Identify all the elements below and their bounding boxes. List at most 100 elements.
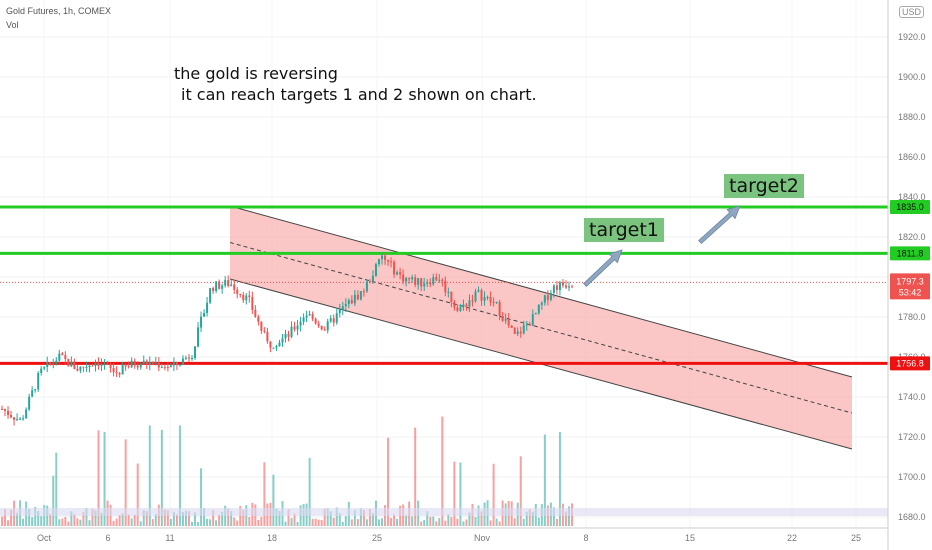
candle-body bbox=[567, 286, 570, 288]
candle-body bbox=[429, 282, 432, 285]
volume-bar bbox=[227, 508, 230, 526]
volume-bar bbox=[172, 512, 175, 526]
volume-bar bbox=[558, 431, 561, 526]
candle-body bbox=[227, 280, 230, 286]
candle-body bbox=[4, 409, 7, 411]
price-candles bbox=[1, 253, 573, 426]
candle-body bbox=[284, 333, 287, 339]
target1-label[interactable]: target1 bbox=[584, 218, 664, 242]
volume-bar bbox=[248, 516, 251, 526]
currency-badge[interactable]: USD bbox=[899, 6, 925, 18]
candle-body bbox=[133, 360, 136, 366]
volume-bar bbox=[420, 521, 423, 526]
volume-bar bbox=[236, 520, 239, 526]
volume-bar bbox=[356, 519, 359, 526]
candle-body bbox=[49, 362, 52, 364]
candle-body bbox=[522, 325, 525, 334]
candle-body bbox=[353, 294, 356, 304]
volume-bar bbox=[127, 514, 130, 526]
volume-bar bbox=[359, 508, 362, 526]
volume-bar bbox=[260, 516, 263, 526]
price-tick-label: 1920.0 bbox=[898, 32, 926, 42]
volume-bar bbox=[206, 518, 209, 526]
price-tick-label: 1820.0 bbox=[898, 232, 926, 242]
volume-bar bbox=[371, 513, 374, 526]
volume-bar bbox=[52, 475, 55, 526]
candle-body bbox=[528, 324, 531, 326]
candle-body bbox=[52, 362, 55, 364]
candle-body bbox=[462, 304, 465, 308]
volume-band bbox=[0, 508, 888, 516]
volume-bar bbox=[450, 517, 453, 526]
candle-body bbox=[34, 389, 37, 391]
volume-bar bbox=[335, 507, 338, 526]
volume-bar bbox=[344, 516, 347, 526]
volume-bar bbox=[70, 511, 73, 526]
volume-bar bbox=[112, 520, 115, 526]
candle-body bbox=[58, 353, 61, 361]
candle-body bbox=[275, 346, 278, 348]
candle-body bbox=[420, 278, 423, 287]
candle-body bbox=[16, 419, 19, 421]
price-tick-label: 1780.0 bbox=[898, 312, 926, 322]
target-arrows bbox=[583, 205, 741, 288]
candle-body bbox=[341, 306, 344, 310]
candle-body bbox=[329, 318, 332, 322]
volume-bar bbox=[564, 511, 567, 526]
volume-bar bbox=[16, 512, 19, 526]
candle-body bbox=[399, 272, 402, 275]
volume-bar bbox=[187, 511, 190, 526]
volume-bar bbox=[275, 508, 278, 526]
candle-body bbox=[540, 302, 543, 305]
candle-body bbox=[67, 359, 70, 367]
volume-bar bbox=[528, 509, 531, 526]
candle-body bbox=[272, 347, 275, 349]
candle-body bbox=[417, 278, 420, 285]
candle-body bbox=[1, 409, 3, 410]
candle-body bbox=[112, 368, 115, 373]
volume-bar bbox=[221, 511, 224, 526]
candle-body bbox=[97, 362, 100, 366]
candle-body bbox=[468, 300, 471, 307]
candle-body bbox=[61, 353, 64, 356]
volume-bar bbox=[474, 517, 477, 526]
candle-body bbox=[314, 318, 317, 324]
volume-bar bbox=[552, 507, 555, 526]
volume-bar bbox=[82, 512, 85, 526]
candle-body bbox=[236, 289, 239, 294]
candle-body bbox=[371, 275, 374, 282]
volume-bar bbox=[194, 512, 197, 526]
volume-bar bbox=[393, 514, 396, 526]
candle-body bbox=[432, 277, 435, 285]
target2-label[interactable]: target2 bbox=[724, 174, 804, 198]
candle-body bbox=[209, 288, 212, 303]
price-axis[interactable]: 1920.01900.01880.01860.01840.01820.01800… bbox=[887, 0, 930, 550]
candle-body bbox=[82, 366, 85, 368]
volume-bar bbox=[290, 518, 293, 526]
candle-body bbox=[546, 295, 549, 300]
volume-bar bbox=[522, 518, 525, 526]
candle-body bbox=[387, 260, 390, 262]
candle-body bbox=[200, 316, 203, 328]
candle-body bbox=[215, 281, 218, 291]
candle-body bbox=[441, 279, 444, 281]
candle-body bbox=[374, 264, 377, 276]
candle-body bbox=[537, 304, 540, 314]
volume-bar bbox=[169, 518, 172, 526]
candle-body bbox=[203, 312, 206, 317]
candle-body bbox=[486, 296, 489, 298]
candle-body bbox=[359, 291, 362, 300]
candle-body bbox=[136, 365, 139, 368]
candle-body bbox=[91, 365, 94, 367]
candle-body bbox=[516, 331, 519, 334]
time-axis[interactable]: Oct 6 11 18 25 Nov 8 15 22 25 bbox=[0, 527, 888, 543]
time-tick-label: 18 bbox=[267, 533, 277, 543]
candle-body bbox=[347, 300, 350, 305]
candle-body bbox=[124, 364, 127, 367]
volume-bar bbox=[320, 519, 323, 526]
candle-body bbox=[456, 307, 459, 311]
volume-bar bbox=[414, 427, 417, 526]
volume-bar bbox=[242, 509, 245, 526]
candle-body bbox=[492, 301, 495, 303]
